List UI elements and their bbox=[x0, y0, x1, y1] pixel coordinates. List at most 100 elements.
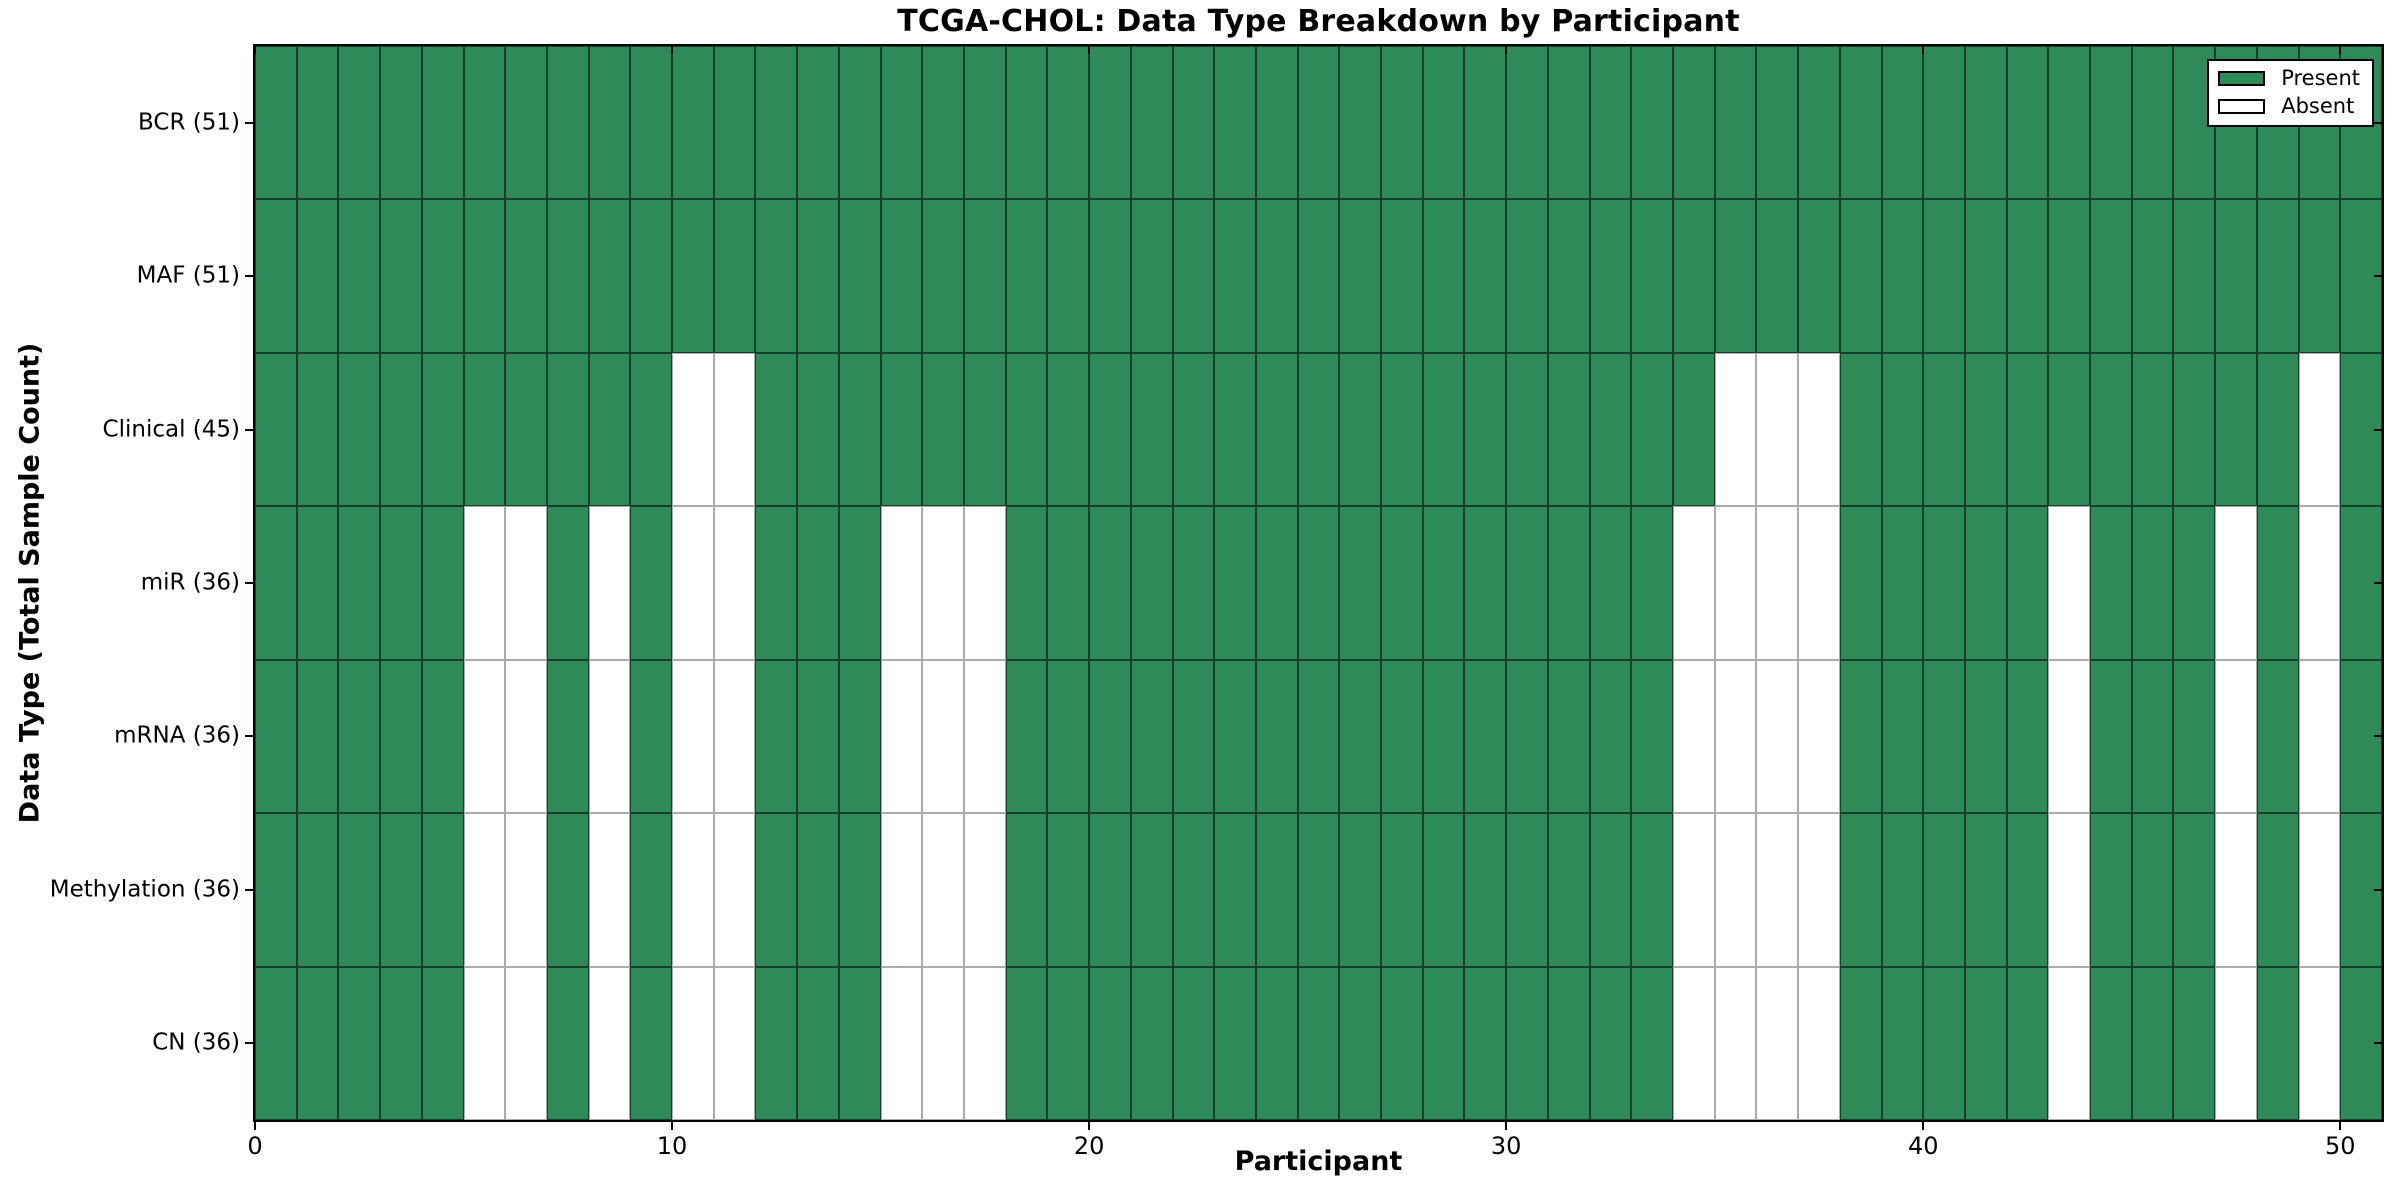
cell-Methylation-p50 bbox=[2340, 813, 2382, 967]
y-tick-label-mRNA: mRNA (36) bbox=[114, 722, 240, 749]
cell-MAF-p44 bbox=[2090, 199, 2132, 353]
cell-miR-p6 bbox=[505, 506, 547, 660]
cell-MAF-p8 bbox=[588, 199, 631, 353]
x-tick-label-20: 20 bbox=[1073, 1132, 1105, 1160]
cell-CN-p29 bbox=[1464, 966, 1507, 1120]
cell-CN-p49 bbox=[2298, 966, 2341, 1120]
cell-CN-p22 bbox=[1172, 966, 1215, 1120]
chart-title: TCGA-CHOL: Data Type Breakdown by Partic… bbox=[897, 4, 1740, 39]
cell-CN-p1 bbox=[296, 966, 339, 1120]
cell-Clinical-p3 bbox=[380, 352, 422, 507]
cell-BCR-p19 bbox=[1047, 46, 1090, 200]
cell-CN-p34 bbox=[1673, 966, 1715, 1120]
cell-BCR-p13 bbox=[797, 46, 839, 200]
cell-miR-p41 bbox=[1964, 506, 2007, 660]
cell-Methylation-p45 bbox=[2131, 813, 2174, 967]
cell-BCR-p28 bbox=[1422, 46, 1465, 200]
cell-miR-p24 bbox=[1255, 506, 1298, 660]
cell-Clinical-p2 bbox=[338, 352, 381, 507]
cell-Clinical-p47 bbox=[2215, 352, 2257, 507]
cell-BCR-p16 bbox=[922, 46, 964, 200]
cell-miR-p22 bbox=[1172, 506, 1215, 660]
cell-Clinical-p28 bbox=[1422, 352, 1465, 507]
cell-miR-p1 bbox=[296, 506, 339, 660]
cell-BCR-p20 bbox=[1089, 46, 1131, 200]
cell-miR-p2 bbox=[338, 506, 381, 660]
cell-BCR-p27 bbox=[1381, 46, 1423, 200]
cell-Clinical-p32 bbox=[1589, 352, 1632, 507]
cell-MAF-p9 bbox=[630, 199, 673, 353]
x-tick-50 bbox=[2339, 1120, 2342, 1130]
x-axis-label: Participant bbox=[1234, 1146, 1403, 1177]
cell-Clinical-p11 bbox=[713, 352, 756, 507]
cell-miR-p45 bbox=[2131, 506, 2174, 660]
cell-BCR-p1 bbox=[296, 46, 339, 200]
cell-Methylation-p26 bbox=[1339, 813, 1382, 967]
cell-CN-p4 bbox=[421, 966, 464, 1120]
y-right-tick-mRNA bbox=[2374, 735, 2382, 738]
cell-Clinical-p41 bbox=[1964, 352, 2007, 507]
cell-Methylation-p41 bbox=[1964, 813, 2007, 967]
cell-mRNA-p22 bbox=[1172, 659, 1215, 814]
cell-BCR-p37 bbox=[1798, 46, 1840, 200]
cell-miR-p25 bbox=[1297, 506, 1340, 660]
cell-Methylation-p8 bbox=[588, 813, 631, 967]
cell-BCR-p34 bbox=[1673, 46, 1715, 200]
cell-Methylation-p43 bbox=[2048, 813, 2091, 967]
cell-mRNA-p49 bbox=[2298, 659, 2341, 814]
cell-CN-p12 bbox=[755, 966, 798, 1120]
y-right-tick-BCR bbox=[2374, 121, 2382, 124]
y-tick-label-Clinical: Clinical (45) bbox=[102, 416, 240, 443]
cell-miR-p21 bbox=[1130, 506, 1173, 660]
cell-BCR-p2 bbox=[338, 46, 381, 200]
cell-CN-p25 bbox=[1297, 966, 1340, 1120]
cell-miR-p0 bbox=[255, 506, 297, 660]
y-tick-MAF bbox=[245, 275, 255, 278]
cell-BCR-p30 bbox=[1506, 46, 1548, 200]
cell-BCR-p42 bbox=[2006, 46, 2049, 200]
cell-MAF-p36 bbox=[1756, 199, 1799, 353]
cell-Methylation-p34 bbox=[1673, 813, 1715, 967]
cell-CN-p14 bbox=[838, 966, 881, 1120]
cell-BCR-p25 bbox=[1297, 46, 1340, 200]
cell-CN-p40 bbox=[1923, 966, 1965, 1120]
cell-Clinical-p1 bbox=[296, 352, 339, 507]
cell-MAF-p38 bbox=[1839, 199, 1882, 353]
cell-CN-p44 bbox=[2090, 966, 2132, 1120]
cell-miR-p28 bbox=[1422, 506, 1465, 660]
legend-label-absent: Absent bbox=[2281, 94, 2355, 118]
cell-Clinical-p36 bbox=[1756, 352, 1799, 507]
cell-BCR-p3 bbox=[380, 46, 422, 200]
x-top-tick-30 bbox=[1505, 46, 1508, 54]
cell-BCR-p5 bbox=[463, 46, 506, 200]
cell-mRNA-p13 bbox=[797, 659, 839, 814]
cell-MAF-p7 bbox=[546, 199, 589, 353]
cell-miR-p11 bbox=[713, 506, 756, 660]
cell-miR-p35 bbox=[1714, 506, 1757, 660]
cell-BCR-p18 bbox=[1005, 46, 1048, 200]
cell-mRNA-p27 bbox=[1381, 659, 1423, 814]
cell-Clinical-p9 bbox=[630, 352, 673, 507]
cell-BCR-p6 bbox=[505, 46, 547, 200]
y-tick-Methylation bbox=[245, 888, 255, 891]
cell-mRNA-p34 bbox=[1673, 659, 1715, 814]
cell-MAF-p42 bbox=[2006, 199, 2049, 353]
x-tick-30 bbox=[1505, 1120, 1508, 1130]
y-right-tick-CN bbox=[2374, 1042, 2382, 1045]
cell-miR-p14 bbox=[838, 506, 881, 660]
cell-mRNA-p11 bbox=[713, 659, 756, 814]
cell-Methylation-p15 bbox=[880, 813, 923, 967]
cell-MAF-p34 bbox=[1673, 199, 1715, 353]
cell-MAF-p4 bbox=[421, 199, 464, 353]
cell-Clinical-p10 bbox=[672, 352, 714, 507]
cell-mRNA-p16 bbox=[922, 659, 964, 814]
cell-CN-p39 bbox=[1881, 966, 1924, 1120]
cell-CN-p6 bbox=[505, 966, 547, 1120]
cell-MAF-p23 bbox=[1214, 199, 1256, 353]
cell-Clinical-p42 bbox=[2006, 352, 2049, 507]
y-right-tick-Clinical bbox=[2374, 428, 2382, 431]
x-top-tick-10 bbox=[671, 46, 674, 54]
cell-BCR-p8 bbox=[588, 46, 631, 200]
cell-Methylation-p10 bbox=[672, 813, 714, 967]
cell-CN-p24 bbox=[1255, 966, 1298, 1120]
